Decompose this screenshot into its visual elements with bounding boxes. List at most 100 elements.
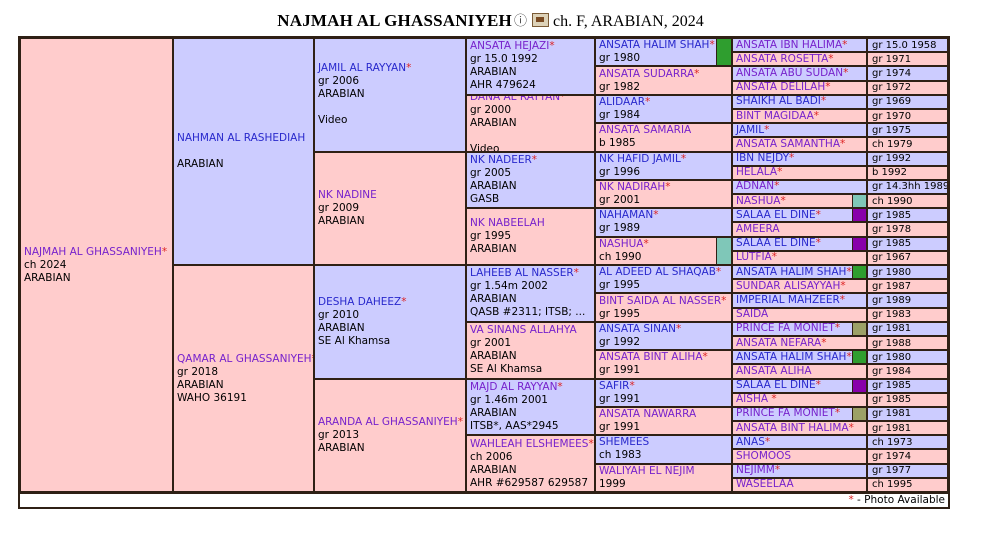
olive-color-marker <box>852 322 866 335</box>
horse-name-link[interactable]: SALAA EL DINE <box>736 379 816 392</box>
horse-name-link[interactable]: ANSATA SAMANTHA <box>736 137 841 150</box>
horse-name-link[interactable]: ANSATA HALIM SHAH <box>736 350 847 363</box>
pedigree-cell: ADNAN* <box>732 179 867 195</box>
photo-available-legend: * - Photo Available <box>18 492 950 509</box>
horse-name-link[interactable]: NK NADEER <box>470 153 532 166</box>
horse-name-link[interactable]: LAHEEB AL NASSER <box>470 267 574 280</box>
horse-year: gr 1974 <box>872 451 912 463</box>
horse-name-link[interactable]: BINT MAGIDAA <box>736 109 814 122</box>
horse-name-link[interactable]: ANSATA SINAN <box>599 322 677 335</box>
horse-name-link[interactable]: NAHAMAN <box>599 209 654 222</box>
horse-name-link[interactable]: NK NABEELAH <box>470 217 545 230</box>
horse-name-link[interactable]: ANSATA DELILAH <box>736 81 826 94</box>
horse-name-link[interactable]: NK NADINE <box>318 188 377 201</box>
horse-name-link[interactable]: SHOMOOS <box>736 450 792 463</box>
photo-available-star: * <box>828 52 834 65</box>
horse-name-link[interactable]: SALAA EL DINE <box>736 237 816 250</box>
horse-name-link[interactable]: VA SINANS ALLAHYA <box>470 324 577 337</box>
pedigree-cell: NK NADEER* gr 2005 ARABIAN GASB <box>466 151 595 209</box>
horse-name-link[interactable]: AISHA <box>736 393 772 406</box>
video-link[interactable]: Video <box>318 114 348 127</box>
horse-name-link[interactable]: NAJMAH AL GHASSANIYEH <box>24 245 162 258</box>
horse-name-link[interactable]: HELALA <box>736 166 778 179</box>
info-icon[interactable]: ⓘ <box>513 13 527 28</box>
pedigree-cell: IBN NEJDY* <box>732 151 867 166</box>
horse-name-link[interactable]: ANSATA HALIM SHAH <box>599 39 710 52</box>
horse-name-link[interactable]: ANSATA ABU SUDAN <box>736 66 844 79</box>
horse-name-link[interactable]: ANSATA SUDARRA <box>599 67 695 80</box>
horse-name-link[interactable]: SAIDA <box>736 308 769 321</box>
horse-name-link[interactable]: WASEELAA <box>736 478 794 491</box>
horse-year: gr 1985 <box>872 394 912 406</box>
pedigree-cell: ANAS* <box>732 435 867 450</box>
pedigree-cell: ANSATA ABU SUDAN* <box>732 66 867 81</box>
pedigree-year-cell: gr 1992 <box>867 151 948 166</box>
horse-name-link[interactable]: SHAIKH AL BADI <box>736 95 821 108</box>
horse-name-link[interactable]: PRINCE FA MONIET <box>736 407 835 420</box>
video-link[interactable]: Video <box>470 142 500 152</box>
horse-name-link[interactable]: MAJD AL RAYYAN <box>470 380 558 393</box>
horse-name-link[interactable]: ANSATA BINT ALIHA <box>599 351 703 364</box>
horse-name-link[interactable]: JAMIL <box>736 123 765 136</box>
horse-name-link[interactable]: WAHLEAH ELSHEMEES <box>470 437 589 450</box>
horse-name-link[interactable]: NK HAFID JAMIL <box>599 152 681 165</box>
horse-name-link[interactable]: ANSATA SAMARIA <box>599 124 692 137</box>
horse-name-link[interactable]: QAMAR AL GHASSANIYEH <box>177 352 312 365</box>
horse-name-link[interactable]: SALAA EL DINE <box>736 208 816 221</box>
pedigree-cell: ANSATA SUDARRA* gr 1982 <box>595 66 732 95</box>
horse-name-link[interactable]: NAHMAN AL RASHEDIAH <box>177 132 306 144</box>
photo-available-star: * <box>771 251 777 264</box>
photo-available-star: * <box>764 123 770 136</box>
pedigree-year-cell: gr 1978 <box>867 222 948 237</box>
horse-name-link[interactable]: NASHUA <box>599 237 644 250</box>
green-color-marker <box>852 266 866 279</box>
horse-name-link[interactable]: NASHUA <box>736 194 781 207</box>
horse-name-link[interactable]: ANSATA IBN HALIMA <box>736 38 843 51</box>
legend-star: * <box>848 494 854 506</box>
horse-name-line: MAJD AL RAYYAN* <box>470 381 592 394</box>
horse-name-link[interactable]: ANSATA HEJAZI <box>470 40 550 53</box>
horse-name-link[interactable]: ALIDAAR <box>599 95 645 108</box>
pedigree-year-cell: gr 1983 <box>867 307 948 322</box>
horse-name-link[interactable]: NEJIMM <box>736 464 775 477</box>
horse-name-line: HELALA* <box>736 166 864 179</box>
horse-name-link[interactable]: DESHA DAHEEZ <box>318 295 402 308</box>
horse-name-link[interactable]: ANSATA ALIHA <box>736 364 812 377</box>
horse-name-link[interactable]: AL ADEED AL SHAQAB <box>599 266 716 279</box>
photo-available-star: * <box>764 435 771 448</box>
pedigree-cell: NK NABEELAH gr 1995 ARABIAN <box>466 208 595 265</box>
olive-color-marker <box>852 407 866 421</box>
horse-name-link[interactable]: IMPERIAL MAHZEER <box>736 293 840 306</box>
horse-name-link[interactable]: ANAS <box>736 435 765 448</box>
horse-name-link[interactable]: SUNDAR ALISAYYAH <box>736 279 841 292</box>
horse-name-link[interactable]: ARANDA AL GHASSANIYEH <box>318 415 458 428</box>
horse-name-link[interactable]: IBN NEJDY <box>736 152 790 165</box>
horse-name-link[interactable]: WALIYAH EL NEJIM <box>599 464 695 477</box>
photo-available-star: * <box>549 40 555 53</box>
horse-name-link[interactable]: SAFIR <box>599 379 630 392</box>
horse-detail: ch 1983 <box>599 449 642 462</box>
pedigree-year-cell: gr 1985 <box>867 392 948 407</box>
photo-available-star: * <box>846 265 852 278</box>
horse-name-link[interactable]: SHEMEES <box>599 436 650 449</box>
horse-name-link[interactable]: JAMIL AL RAYYAN <box>318 62 407 75</box>
horse-name-link[interactable]: ANSATA NAWARRA <box>599 408 697 421</box>
pedigree-cell: ANSATA ROSETTA* <box>732 52 867 67</box>
horse-name-link[interactable]: ANSATA ROSETTA <box>736 52 829 65</box>
horse-name-link[interactable]: BINT SAIDA AL NASSER <box>599 294 722 307</box>
horse-name-link[interactable]: ADNAN <box>736 180 775 193</box>
horse-detail: gr 1989 <box>599 222 641 235</box>
horse-name-link[interactable]: DANA AL RAYYAN <box>470 94 561 103</box>
horse-name-link[interactable]: NK NADIRAH <box>599 181 666 194</box>
horse-name-link[interactable]: ANSATA HALIM SHAH <box>736 265 847 278</box>
horse-detail: ARABIAN <box>24 271 71 284</box>
horse-name-link[interactable]: LUTFIA <box>736 251 772 264</box>
photo-available-star: * <box>702 351 708 364</box>
photo-icon[interactable] <box>531 13 549 27</box>
horse-name-line: SHAIKH AL BADI* <box>736 95 864 108</box>
horse-name-link[interactable]: ANSATA NEFARA <box>736 336 822 349</box>
horse-name-line: ANSATA SINAN* <box>599 323 729 336</box>
horse-name-link[interactable]: ANSATA BINT HALIMA <box>736 421 849 434</box>
horse-name-link[interactable]: AMEERA <box>736 223 780 236</box>
horse-name-link[interactable]: PRINCE FA MONIET <box>736 322 835 335</box>
